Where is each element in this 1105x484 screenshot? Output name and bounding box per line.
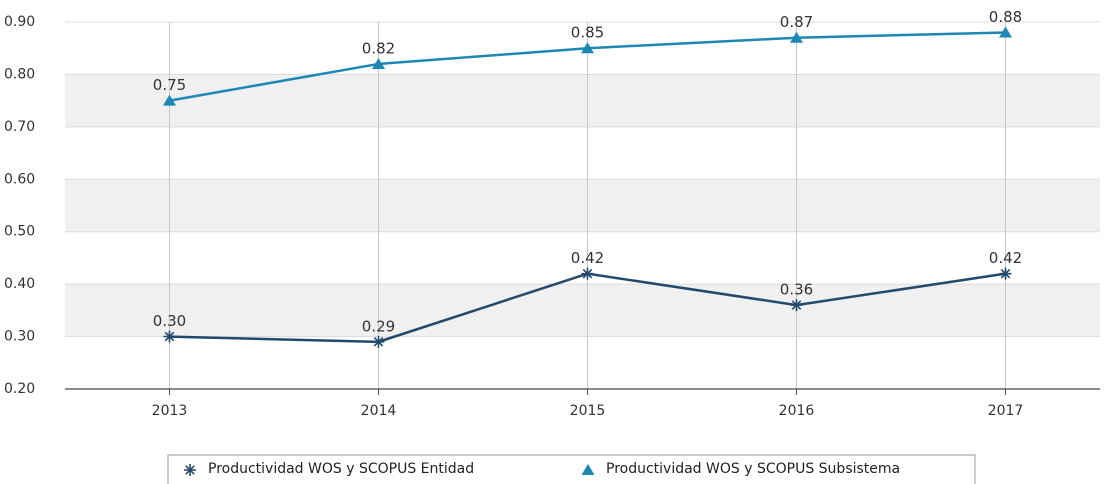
- data-label: 0.42: [571, 249, 604, 267]
- data-label: 0.85: [571, 24, 604, 42]
- x-tick-label: 2015: [570, 403, 606, 419]
- marker: [163, 94, 176, 106]
- grid-band: [65, 74, 1100, 127]
- marker: [999, 267, 1012, 280]
- data-label: 0.87: [780, 13, 813, 31]
- x-tick-label: 2016: [779, 403, 815, 419]
- y-tick-label: 0.80: [4, 66, 35, 82]
- marker: [581, 267, 594, 280]
- x-tick-label: 2017: [988, 403, 1024, 419]
- y-tick-label: 0.50: [4, 224, 35, 240]
- legend-label: Productividad WOS y SCOPUS Subsistema: [606, 461, 900, 477]
- data-label: 0.75: [153, 76, 186, 94]
- grid-band: [65, 179, 1100, 232]
- y-tick-label: 0.20: [4, 381, 35, 397]
- marker: [790, 299, 803, 312]
- data-label: 0.36: [780, 281, 813, 299]
- grid-bands: [65, 74, 1100, 337]
- x-tick-label: 2013: [152, 403, 188, 419]
- legend-marker: [581, 464, 595, 475]
- data-label: 0.42: [989, 249, 1022, 267]
- y-tick-label: 0.30: [4, 329, 35, 345]
- grid-band: [65, 284, 1100, 337]
- marker: [790, 31, 803, 43]
- data-label: 0.88: [989, 8, 1022, 26]
- marker: [581, 42, 594, 54]
- y-tick-label: 0.60: [4, 171, 35, 187]
- y-tick-label: 0.90: [4, 14, 35, 30]
- legend-marker: [184, 464, 196, 476]
- data-label: 0.82: [362, 39, 395, 57]
- marker: [372, 57, 385, 69]
- marker: [999, 26, 1012, 38]
- legend-label: Productividad WOS y SCOPUS Entidad: [208, 461, 474, 477]
- y-tick-label: 0.70: [4, 119, 35, 135]
- x-tick-label: 2014: [361, 403, 397, 419]
- marker: [163, 330, 176, 343]
- data-label: 0.29: [362, 317, 395, 335]
- y-tick-label: 0.40: [4, 276, 35, 292]
- data-label: 0.30: [153, 312, 186, 330]
- marker: [372, 335, 385, 348]
- legend-box: [167, 454, 976, 484]
